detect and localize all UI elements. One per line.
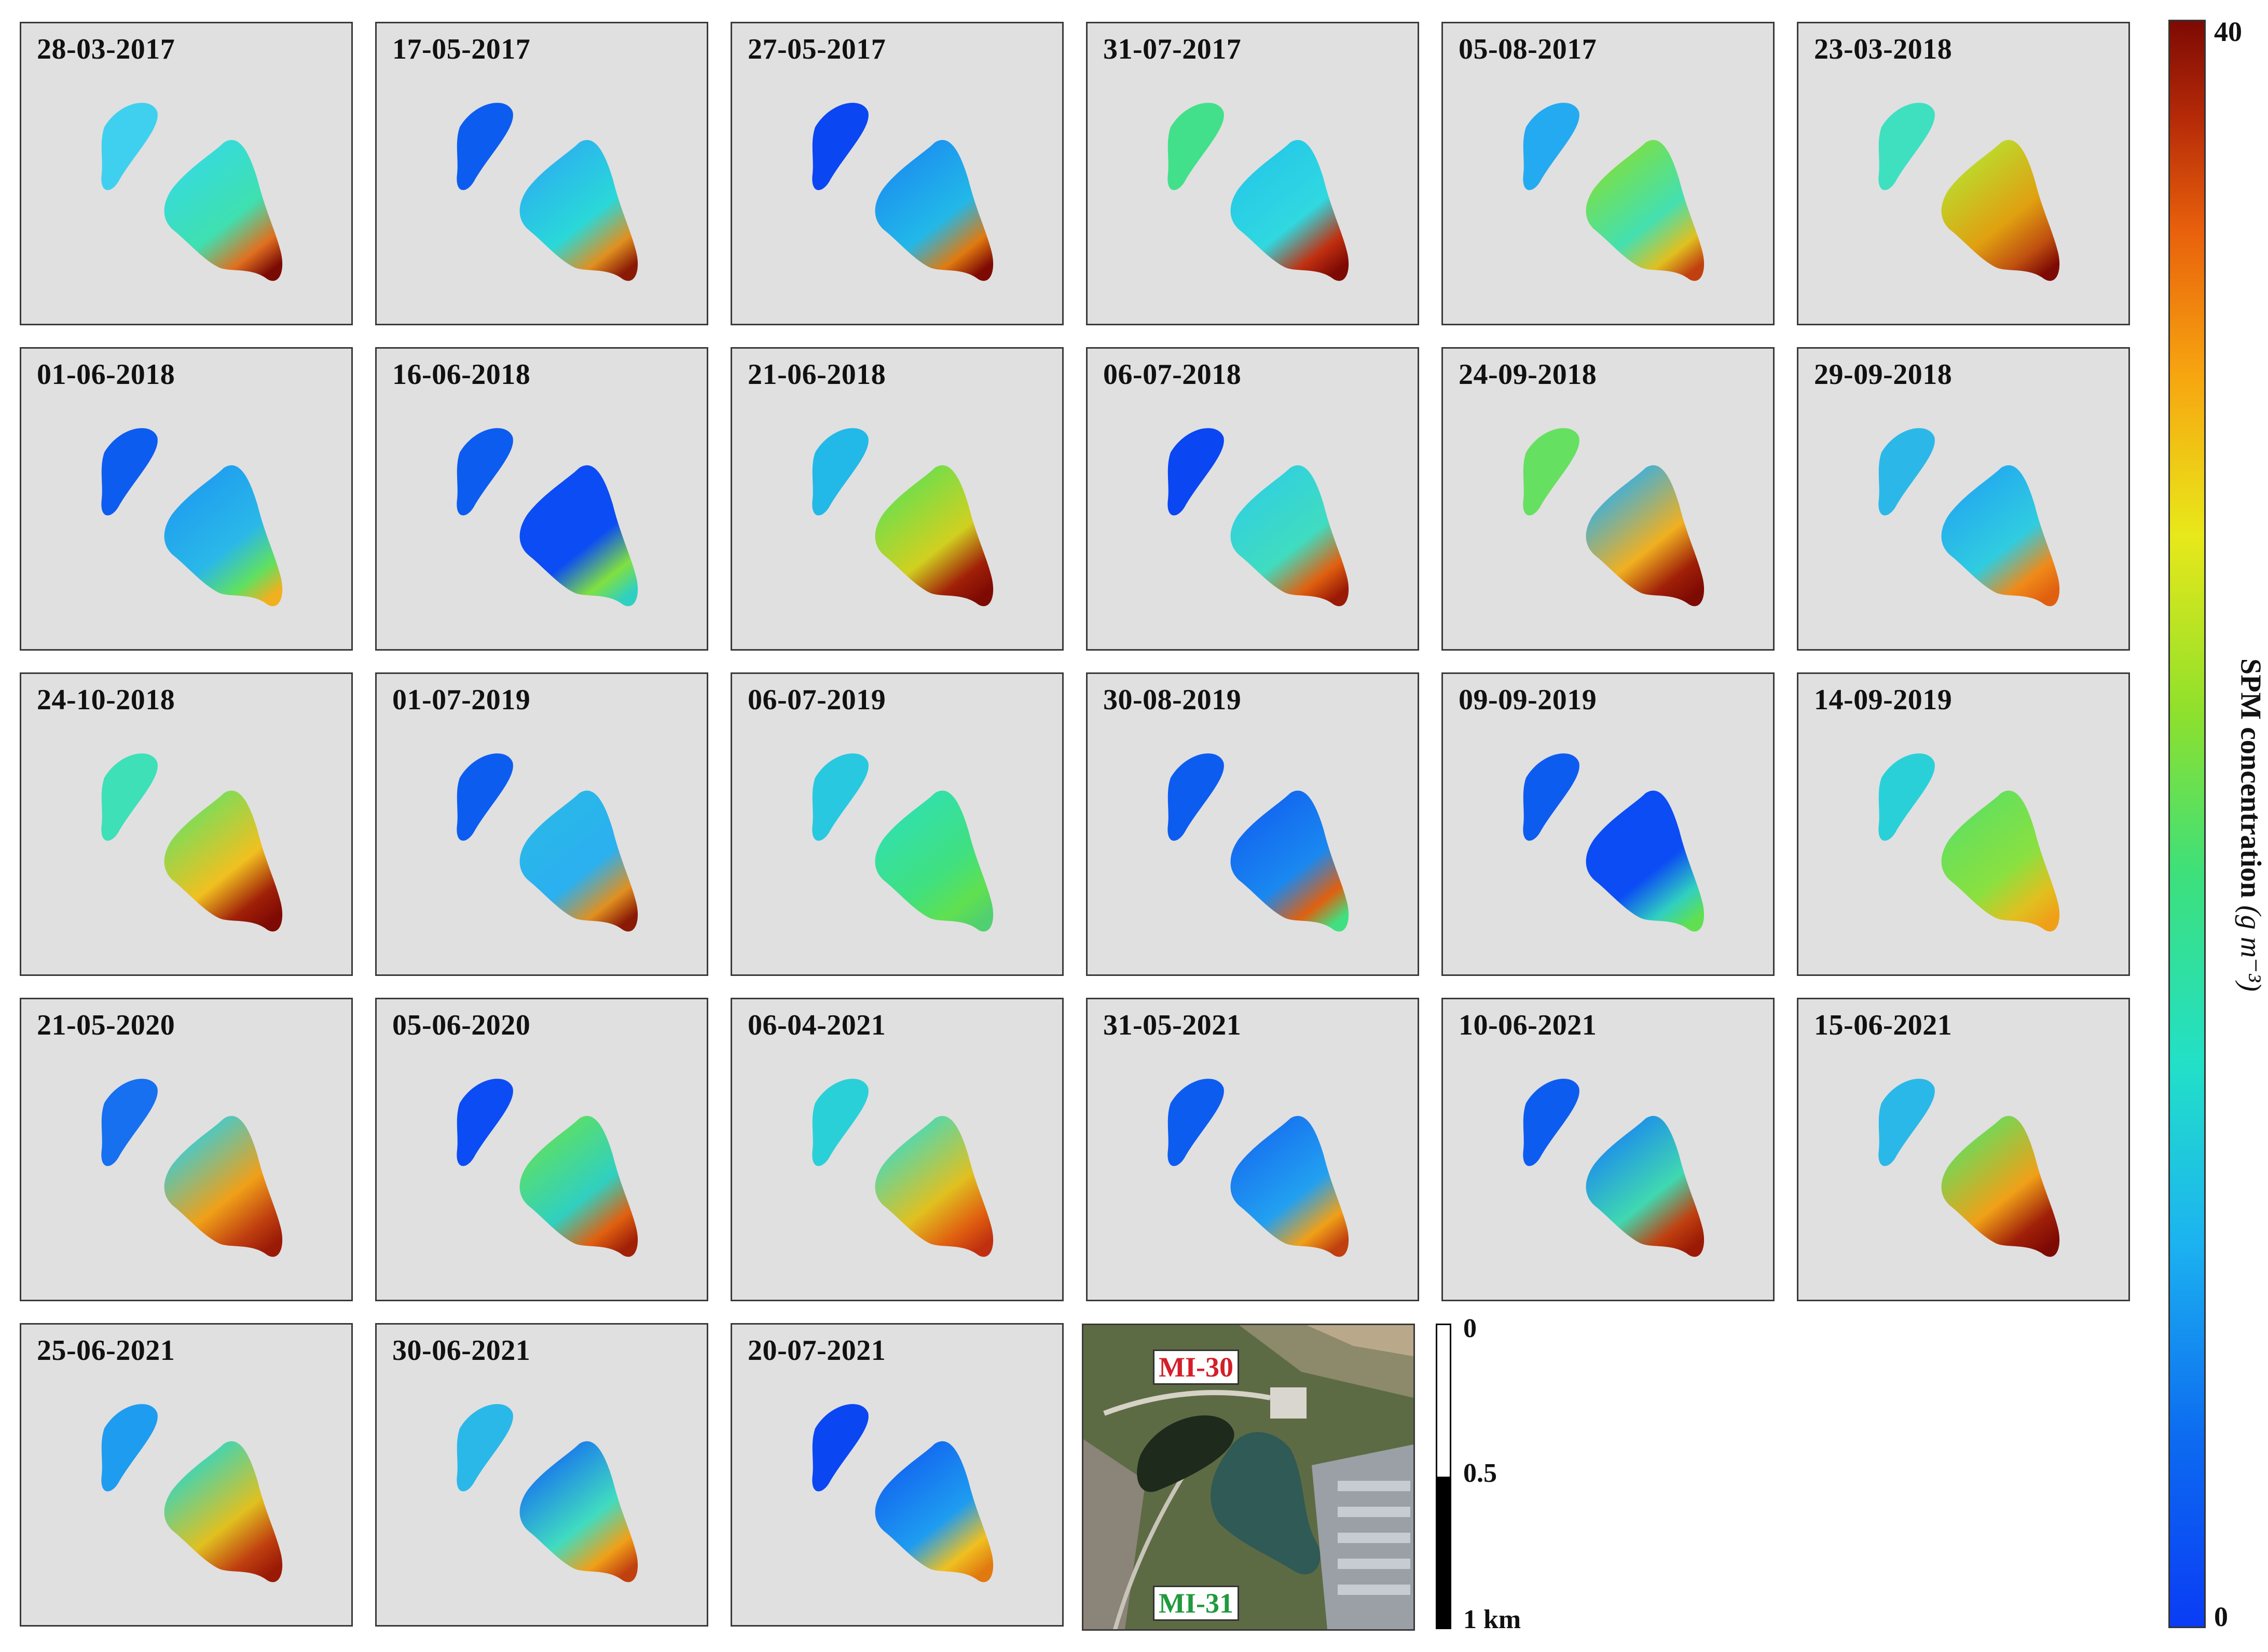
spm-map-panel: 21-05-2020 xyxy=(20,998,353,1301)
spm-map-panel: 01-07-2019 xyxy=(375,672,708,976)
panel-date-label: 10-06-2021 xyxy=(1459,1009,1597,1041)
lake-spm-map xyxy=(812,428,994,607)
spm-map-panel: 25-06-2021 xyxy=(20,1323,353,1627)
spm-map-panel: 27-05-2017 xyxy=(731,22,1064,325)
panel-date-label: 24-10-2018 xyxy=(37,684,175,716)
spm-map-panel: 24-09-2018 xyxy=(1441,347,1775,651)
lake-spm-map xyxy=(101,103,283,281)
distance-scale-bar xyxy=(1436,1324,1451,1629)
panel-date-label: 24-09-2018 xyxy=(1459,359,1597,391)
panel-date-label: 30-08-2019 xyxy=(1103,684,1242,716)
colorbar-max-tick: 40 xyxy=(2214,16,2242,47)
lake-spm-map xyxy=(1167,753,1349,932)
lake-spm-map xyxy=(1878,103,2060,281)
spm-map-panel: 01-06-2018 xyxy=(20,347,353,651)
panel-date-label: 23-03-2018 xyxy=(1814,33,1953,65)
spm-map-panel: 31-07-2017 xyxy=(1086,22,1419,325)
colorbar-min-tick: 0 xyxy=(2214,1601,2228,1632)
lake-spm-map xyxy=(457,1404,638,1582)
lake-spm-map xyxy=(812,1079,994,1257)
lake-spm-map xyxy=(457,428,638,607)
lake-spm-map xyxy=(101,1079,283,1257)
colorbar-title: SPM concentration (g m⁻³) xyxy=(2234,658,2268,992)
spm-map-panel: 16-06-2018 xyxy=(375,347,708,651)
panel-date-label: 27-05-2017 xyxy=(748,33,886,65)
spm-map-panel: 24-10-2018 xyxy=(20,672,353,976)
panel-date-label: 20-07-2021 xyxy=(748,1334,886,1367)
panel-date-label: 05-08-2017 xyxy=(1459,33,1597,65)
panel-date-label: 06-07-2019 xyxy=(748,684,886,716)
satellite-image xyxy=(1083,1325,1413,1629)
site-label-mi30: MI-30 xyxy=(1153,1350,1239,1385)
panel-date-label: 29-09-2018 xyxy=(1814,359,1953,391)
panel-date-label: 15-06-2021 xyxy=(1814,1009,1953,1041)
spm-map-panel: 05-06-2020 xyxy=(375,998,708,1301)
lake-spm-map xyxy=(1878,753,2060,932)
lake-spm-map xyxy=(812,1404,994,1582)
panel-date-label: 21-05-2020 xyxy=(37,1009,175,1041)
lake-spm-map xyxy=(1523,428,1705,607)
lake-spm-map xyxy=(812,753,994,932)
panel-date-label: 28-03-2017 xyxy=(37,33,175,65)
scale-tick-km: 1 km xyxy=(1463,1605,1521,1634)
panel-date-label: 05-06-2020 xyxy=(392,1009,531,1041)
panel-date-label: 31-07-2017 xyxy=(1103,33,1242,65)
panel-date-label: 06-07-2018 xyxy=(1103,359,1242,391)
scale-segment-black xyxy=(1437,1476,1450,1628)
panel-date-label: 16-06-2018 xyxy=(392,359,531,391)
spm-map-panel: 10-06-2021 xyxy=(1441,998,1775,1301)
scale-tick-half: 0.5 xyxy=(1463,1458,1497,1488)
panel-date-label: 01-06-2018 xyxy=(37,359,175,391)
spm-map-panel: 30-06-2021 xyxy=(375,1323,708,1627)
colorbar-unit: (g m⁻³) xyxy=(2234,905,2267,992)
lake-spm-map xyxy=(1878,428,2060,607)
panel-date-label: 21-06-2018 xyxy=(748,359,886,391)
spm-map-panel: 21-06-2018 xyxy=(731,347,1064,651)
lake-spm-map xyxy=(1167,103,1349,281)
spm-map-panel: 06-07-2018 xyxy=(1086,347,1419,651)
spm-map-panel: 14-09-2019 xyxy=(1797,672,2130,976)
spm-map-panel: 09-09-2019 xyxy=(1441,672,1775,976)
site-label-mi31: MI-31 xyxy=(1153,1586,1239,1621)
spm-colorbar xyxy=(2168,20,2206,1628)
spm-map-panel: 05-08-2017 xyxy=(1441,22,1775,325)
spm-map-panel: 31-05-2021 xyxy=(1086,998,1419,1301)
spm-map-panel: 20-07-2021 xyxy=(731,1323,1064,1627)
satellite-reference-map: MI-30 MI-31 xyxy=(1082,1324,1415,1631)
spm-map-panel: 30-08-2019 xyxy=(1086,672,1419,976)
scale-segment-white xyxy=(1437,1325,1450,1477)
colorbar-title-text: SPM concentration xyxy=(2234,658,2267,898)
spm-map-panel: 15-06-2021 xyxy=(1797,998,2130,1301)
lake-spm-map xyxy=(101,428,283,607)
spm-map-panel: 29-09-2018 xyxy=(1797,347,2130,651)
spm-map-panel: 06-04-2021 xyxy=(731,998,1064,1301)
lake-spm-map xyxy=(1878,1079,2060,1257)
panel-date-label: 17-05-2017 xyxy=(392,33,531,65)
panel-date-label: 25-06-2021 xyxy=(37,1334,175,1367)
scale-tick-zero: 0 xyxy=(1463,1314,1477,1343)
lake-spm-map xyxy=(101,753,283,932)
lake-spm-map xyxy=(812,103,994,281)
lake-spm-map xyxy=(457,753,638,932)
lake-spm-map xyxy=(457,1079,638,1257)
lake-spm-map xyxy=(1523,753,1705,932)
panel-date-label: 31-05-2021 xyxy=(1103,1009,1242,1041)
lake-spm-map xyxy=(1523,1079,1705,1257)
lake-spm-map xyxy=(101,1404,283,1582)
spm-map-panel: 28-03-2017 xyxy=(20,22,353,325)
panel-date-label: 14-09-2019 xyxy=(1814,684,1953,716)
panel-date-label: 30-06-2021 xyxy=(392,1334,531,1367)
panel-date-label: 01-07-2019 xyxy=(392,684,531,716)
spm-map-panel: 23-03-2018 xyxy=(1797,22,2130,325)
panel-date-label: 06-04-2021 xyxy=(748,1009,886,1041)
lake-spm-map xyxy=(457,103,638,281)
lake-spm-map xyxy=(1167,1079,1349,1257)
panel-date-label: 09-09-2019 xyxy=(1459,684,1597,716)
spm-map-panel: 17-05-2017 xyxy=(375,22,708,325)
lake-spm-map xyxy=(1523,103,1705,281)
lake-spm-map xyxy=(1167,428,1349,607)
spm-map-panel: 06-07-2019 xyxy=(731,672,1064,976)
